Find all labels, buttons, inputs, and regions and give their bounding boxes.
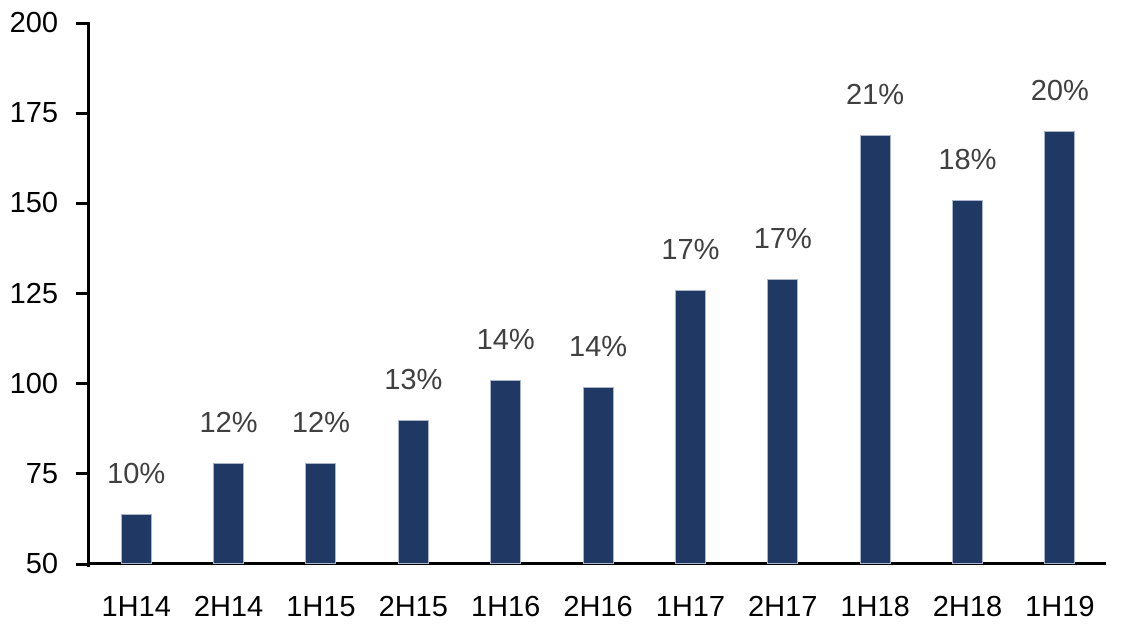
x-axis-label-2h14: 2H14 bbox=[193, 591, 264, 623]
x-axis-label-1h18: 1H18 bbox=[840, 591, 910, 623]
x-axis-label-1h17: 1H17 bbox=[655, 591, 726, 623]
bar-2h15 bbox=[397, 419, 429, 564]
x-axis-label-1h19: 1H19 bbox=[1025, 591, 1095, 623]
y-axis-tick-mark bbox=[76, 382, 90, 386]
data-label-1h16: 14% bbox=[476, 324, 535, 357]
y-axis-tick-label: 50 bbox=[25, 548, 58, 580]
y-axis-tick-mark bbox=[76, 21, 90, 25]
x-axis-label-2h16: 2H16 bbox=[563, 591, 633, 623]
data-label-2h15: 13% bbox=[384, 363, 443, 396]
bar-1h19 bbox=[1044, 131, 1076, 564]
x-axis-label-1h14: 1H14 bbox=[101, 591, 171, 623]
y-axis-tick-mark bbox=[76, 292, 90, 295]
bar-2h14 bbox=[213, 463, 245, 564]
y-axis-tick-label: 200 bbox=[9, 7, 58, 39]
data-label-1h18: 21% bbox=[846, 78, 905, 111]
bar-1h16 bbox=[490, 380, 522, 564]
bar-2h18 bbox=[951, 199, 983, 564]
bar-1h14 bbox=[120, 513, 152, 564]
data-label-2h18: 18% bbox=[938, 143, 997, 176]
data-label-2h16: 14% bbox=[568, 331, 628, 364]
data-label-2h14: 12% bbox=[199, 407, 258, 439]
bar-1h15 bbox=[305, 463, 337, 564]
bar-2h16 bbox=[582, 387, 614, 564]
y-axis-tick-label: 150 bbox=[9, 187, 58, 220]
bar-1h17 bbox=[674, 289, 706, 564]
x-axis-label-2h18: 2H18 bbox=[932, 591, 1003, 623]
y-axis-tick-label: 75 bbox=[25, 457, 58, 490]
data-label-1h17: 17% bbox=[661, 233, 720, 266]
y-axis-tick-mark bbox=[76, 111, 90, 115]
x-axis-label-1h15: 1H15 bbox=[286, 591, 356, 623]
y-axis-tick-mark bbox=[76, 562, 90, 566]
data-label-1h19: 20% bbox=[1030, 75, 1089, 108]
y-axis-line bbox=[87, 23, 90, 567]
x-axis-label-2h17: 2H17 bbox=[748, 591, 818, 623]
bar-2h17 bbox=[767, 279, 799, 564]
y-axis-tick-label: 125 bbox=[9, 277, 58, 310]
y-axis-tick-label: 100 bbox=[9, 367, 58, 400]
y-axis-tick-label: 175 bbox=[9, 97, 58, 130]
y-axis-tick-mark bbox=[76, 472, 90, 476]
x-axis-label-1h16: 1H16 bbox=[470, 591, 541, 623]
data-label-1h15: 12% bbox=[291, 407, 350, 439]
data-label-2h17: 17% bbox=[753, 223, 812, 256]
data-label-1h14: 10% bbox=[107, 457, 166, 490]
bar-1h18 bbox=[859, 134, 891, 564]
x-axis-label-2h15: 2H15 bbox=[378, 591, 448, 623]
y-axis-tick-mark bbox=[76, 201, 90, 205]
